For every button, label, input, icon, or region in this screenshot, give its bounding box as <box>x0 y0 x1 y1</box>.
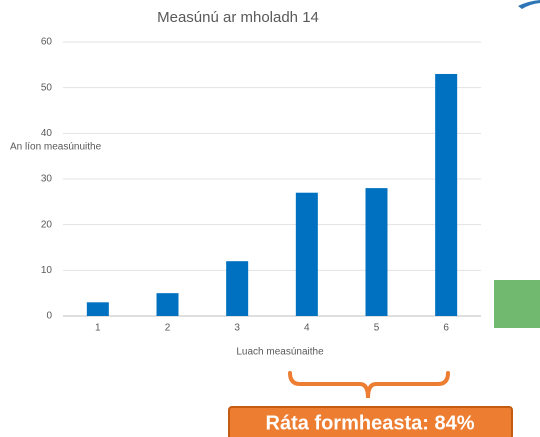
y-axis-label: An líon measúnuithe <box>10 142 102 153</box>
bar <box>226 261 249 316</box>
annotation: Ráta formheasta: 84% <box>266 412 475 434</box>
y-tick-label: 40 <box>41 128 53 139</box>
x-tick-label: 3 <box>234 323 240 334</box>
x-tick-label: 5 <box>374 323 380 334</box>
bar <box>86 302 109 316</box>
bar <box>156 293 179 316</box>
chart-title: Measúnú ar mholadh 14 <box>157 9 319 26</box>
corner-decoration <box>518 0 540 9</box>
bar <box>295 192 318 316</box>
bar <box>365 188 388 316</box>
y-tick-label: 10 <box>41 265 53 276</box>
annotation-box <box>228 406 513 437</box>
bar <box>435 73 458 316</box>
green-square <box>494 280 540 328</box>
x-tick-label: 6 <box>443 323 449 334</box>
y-tick-label: 60 <box>41 37 53 48</box>
y-tick-label: 20 <box>41 219 53 230</box>
x-tick-label: 1 <box>95 323 101 334</box>
y-tick-label: 50 <box>41 82 53 93</box>
x-tick-label: 2 <box>165 323 171 334</box>
x-tick-label: 4 <box>304 323 310 334</box>
y-tick-label: 0 <box>46 311 52 322</box>
x-axis-label: Luach measúnaithe <box>236 347 324 358</box>
bracket <box>288 371 450 399</box>
y-tick-label: 30 <box>41 174 53 185</box>
